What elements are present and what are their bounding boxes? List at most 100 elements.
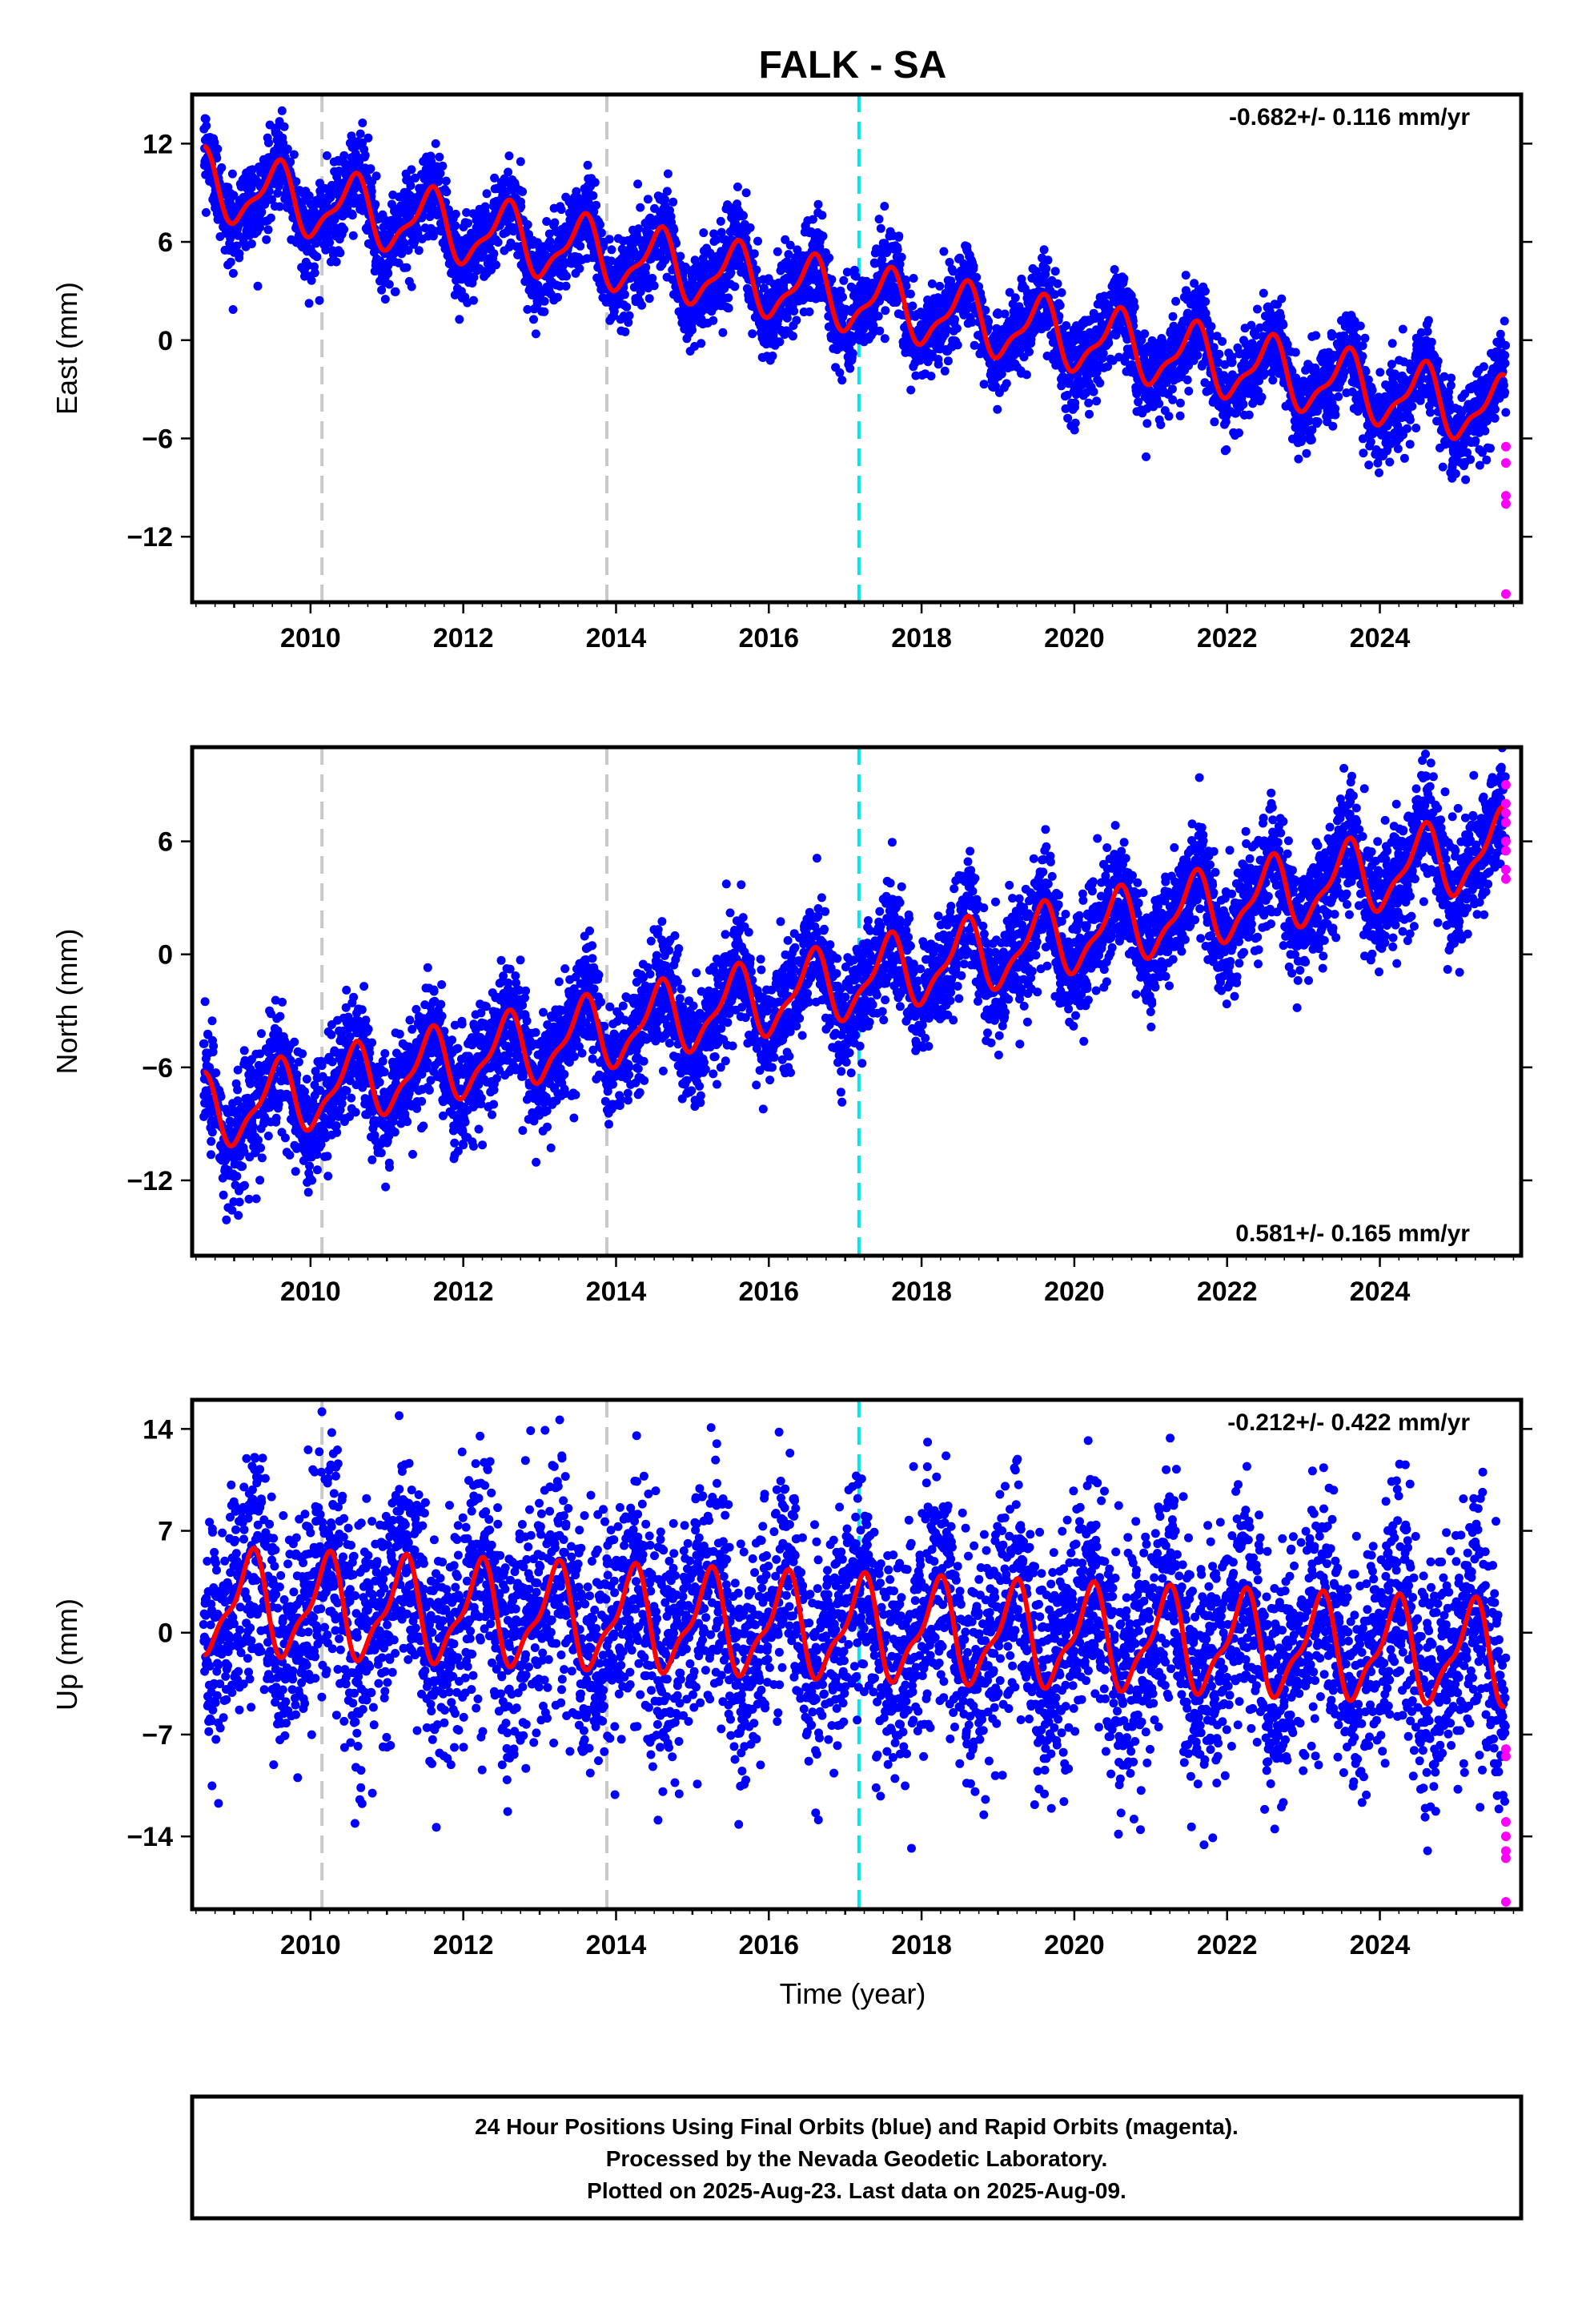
data-point: [523, 304, 532, 314]
data-point: [1215, 349, 1224, 359]
data-point: [1142, 419, 1152, 428]
data-point: [441, 176, 451, 186]
data-point: [212, 153, 222, 163]
data-point: [781, 235, 790, 244]
data-point: [1291, 348, 1300, 357]
data-point: [402, 263, 412, 272]
data-point: [1364, 460, 1374, 470]
data-point: [279, 122, 289, 131]
data-point: [516, 157, 525, 167]
data-point: [286, 157, 295, 167]
data-point: [462, 207, 472, 217]
data-point: [773, 247, 782, 256]
data-point: [575, 263, 584, 273]
data-point: [384, 279, 394, 289]
data-point: [227, 169, 237, 179]
data-point: [263, 225, 273, 235]
data-point: [407, 165, 416, 175]
data-point: [229, 191, 239, 200]
data-point: [532, 300, 542, 309]
data-point: [322, 151, 331, 160]
data-point: [1302, 448, 1311, 458]
data-point: [1092, 396, 1102, 406]
data-point: [835, 368, 845, 377]
data-point: [335, 248, 345, 258]
data-point: [455, 315, 464, 324]
data-point: [749, 249, 759, 259]
data-point: [880, 202, 889, 211]
data-point: [480, 202, 490, 211]
data-point: [1042, 264, 1051, 274]
data-point: [391, 287, 400, 296]
data-point: [739, 211, 748, 220]
data-point: [1358, 352, 1367, 361]
data-point: [1184, 386, 1194, 396]
data-point: [264, 187, 274, 196]
data-point: [469, 296, 478, 305]
data-point: [649, 281, 659, 291]
data-point: [784, 250, 793, 259]
data-point: [688, 325, 697, 335]
data-point: [1085, 409, 1094, 419]
data-point: [339, 151, 349, 160]
data-point: [1142, 452, 1150, 461]
data-point: [839, 275, 849, 285]
data-point: [624, 318, 633, 328]
data-point: [984, 316, 994, 326]
data-point: [583, 160, 592, 170]
data-point: [742, 283, 752, 293]
data-point: [609, 307, 619, 316]
data-point: [253, 281, 263, 291]
data-point: [1207, 322, 1216, 332]
data-point: [735, 254, 745, 263]
data-point: [972, 272, 982, 282]
data-point: [562, 271, 571, 281]
data-point: [1119, 274, 1129, 283]
data-point: [709, 316, 718, 325]
data-point: [952, 324, 962, 333]
data-point: [1367, 385, 1377, 395]
data-point: [273, 188, 283, 198]
data-point: [347, 211, 357, 220]
data-point: [676, 251, 685, 261]
data-point: [451, 221, 460, 231]
data-point: [257, 207, 267, 217]
data-point: [1193, 351, 1203, 360]
data-point: [1039, 245, 1049, 255]
data-point: [383, 268, 393, 278]
data-point: [304, 299, 314, 308]
data-point: [493, 238, 503, 247]
data-point: [1181, 271, 1191, 280]
data-point: [1331, 410, 1340, 420]
data-point: [724, 304, 733, 313]
data-point: [716, 216, 725, 226]
data-point: [897, 252, 906, 262]
data-point: [438, 161, 448, 171]
data-point: [406, 181, 416, 191]
data-point: [347, 131, 356, 141]
data-point: [1167, 384, 1177, 394]
data-point: [712, 235, 721, 244]
data-point: [1095, 378, 1105, 388]
data-point: [1311, 331, 1321, 340]
data-point: [482, 189, 492, 199]
data-point: [1070, 418, 1080, 428]
data-point: [1253, 304, 1262, 314]
data-point: [1025, 347, 1034, 356]
data-point: [1002, 379, 1011, 388]
data-point: [718, 328, 728, 337]
data-point: [366, 164, 375, 174]
data-point: [516, 202, 526, 211]
data-point: [1089, 387, 1098, 396]
data-point: [663, 169, 673, 179]
data-point: [726, 268, 736, 277]
data-point: [793, 245, 802, 255]
data-point: [1084, 398, 1094, 408]
data-point: [730, 282, 740, 292]
data-point: [1259, 288, 1268, 298]
data-point: [881, 306, 890, 316]
data-point: [874, 215, 884, 224]
data-point: [201, 207, 211, 217]
data-point: [825, 253, 834, 263]
data-point: [1175, 398, 1185, 408]
